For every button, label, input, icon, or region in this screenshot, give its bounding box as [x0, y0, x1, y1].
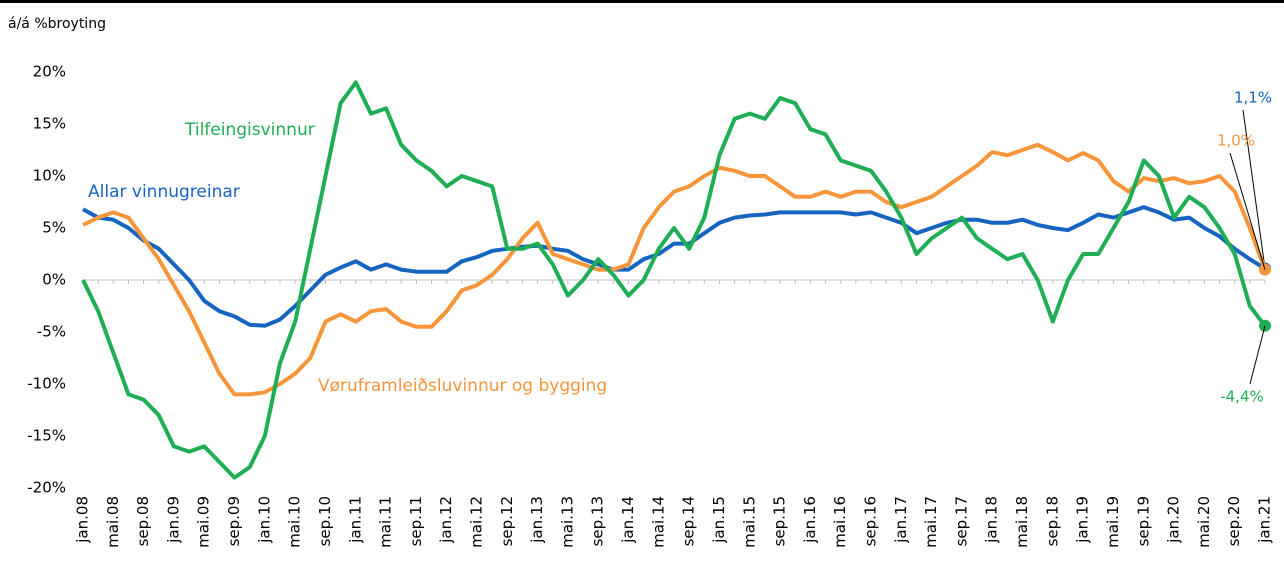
y-tick-label: 10%: [33, 167, 66, 185]
x-tick-label: mai.12: [468, 496, 486, 548]
y-tick-label: 0%: [42, 271, 66, 289]
x-tick-label: sep.14: [680, 496, 698, 546]
x-tick-label: sep.10: [316, 496, 334, 546]
x-tick-label: jan.19: [1074, 496, 1092, 544]
leader-line: [1242, 109, 1266, 269]
x-tick-label: mai.18: [1013, 496, 1031, 548]
y-tick-label: -20%: [27, 479, 66, 497]
end-label: 1,0%: [1217, 132, 1255, 150]
x-tick-label: sep.09: [225, 496, 243, 546]
x-tick-label: mai.10: [286, 496, 304, 548]
x-tick-label: sep.08: [134, 496, 152, 546]
x-tick-label: mai.16: [831, 496, 849, 548]
y-tick-label: -15%: [27, 427, 66, 445]
x-tick-label: sep.20: [1225, 496, 1243, 546]
x-tick-label: mai.08: [104, 496, 122, 548]
series-line: [81, 80, 1267, 480]
x-tick-label: jan.15: [710, 496, 728, 544]
x-tick-label: sep.19: [1134, 496, 1152, 546]
y-tick-label: -10%: [27, 375, 66, 393]
leader-line: [1229, 152, 1266, 270]
x-tick-label: jan.17: [892, 496, 910, 544]
end-label: -4,4%: [1220, 388, 1264, 406]
end-label: 1,1%: [1234, 89, 1272, 107]
series-line: [82, 142, 1267, 397]
x-tick-label: mai.19: [1104, 496, 1122, 548]
x-tick-label: mai.15: [740, 496, 758, 548]
x-tick-label: sep.11: [407, 496, 425, 546]
x-tick-label: jan.08: [74, 496, 92, 544]
x-tick-label: jan.11: [346, 496, 364, 544]
series-name: Tilfeingisvinnur: [184, 120, 315, 140]
x-tick-label: sep.15: [771, 496, 789, 546]
y-tick-label: 20%: [33, 63, 66, 81]
x-tick-label: mai.17: [922, 496, 940, 548]
x-tick-label: mai.11: [377, 496, 395, 548]
y-tick-label: 5%: [42, 219, 66, 237]
x-tick-label: sep.12: [498, 496, 516, 546]
x-tick-label: jan.13: [528, 496, 546, 544]
x-tick-label: jan.20: [1165, 496, 1183, 544]
x-tick-label: sep.13: [589, 496, 607, 546]
x-tick-label: jan.09: [164, 496, 182, 544]
x-tick-label: jan.21: [1256, 496, 1274, 544]
x-tick-label: jan.18: [983, 496, 1001, 544]
x-tick-label: mai.20: [1195, 496, 1213, 548]
x-tick-label: mai.14: [649, 496, 667, 548]
x-tick-label: jan.12: [437, 496, 455, 544]
series-name: Allar vinnugreinar: [88, 182, 240, 202]
x-tick-label: jan.10: [255, 496, 273, 544]
y-tick-label: -5%: [37, 323, 66, 341]
y-axis-title: á/á %broyting: [8, 16, 106, 32]
x-tick-label: sep.16: [862, 496, 880, 546]
x-tick-label: sep.18: [1043, 496, 1061, 546]
series-line: [82, 205, 1267, 328]
x-tick-label: mai.09: [195, 496, 213, 548]
y-tick-label: 15%: [33, 115, 66, 133]
x-tick-label: jan.14: [619, 496, 637, 544]
leader-line: [1249, 325, 1266, 385]
x-tick-label: mai.13: [558, 496, 576, 548]
x-tick-label: jan.16: [801, 496, 819, 544]
series-name: Vøruframleiðsluvinnur og bygging: [318, 376, 607, 396]
x-tick-label: sep.17: [952, 496, 970, 546]
